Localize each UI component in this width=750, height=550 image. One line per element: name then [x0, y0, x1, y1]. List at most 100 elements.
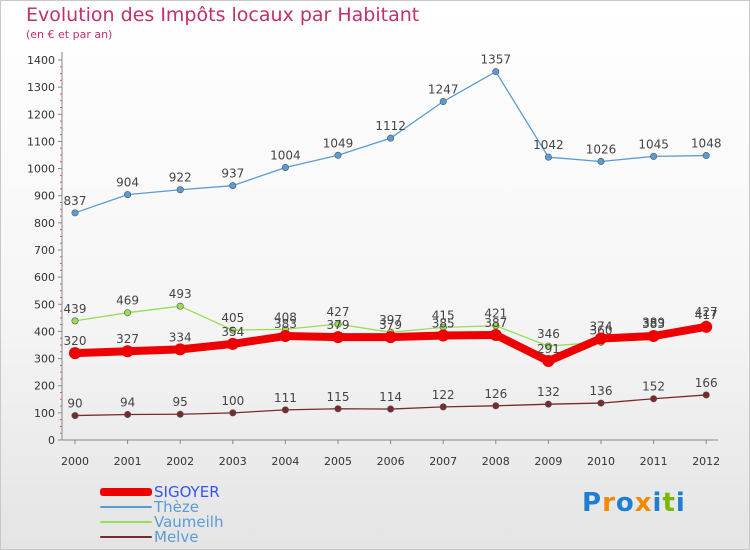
y-tick-label: 1400: [27, 54, 55, 67]
data-point-sigoyer: [489, 328, 502, 341]
data-label-melve: 115: [327, 390, 350, 404]
data-label-vaumeilh: 493: [169, 287, 192, 301]
data-point-melve: [597, 399, 605, 407]
y-tick-label: 1300: [27, 81, 55, 94]
data-label-melve: 166: [695, 376, 718, 390]
proxiti-logo: Proxiti: [582, 488, 686, 518]
x-tick-label: 2002: [166, 455, 194, 468]
data-label-sigoyer: 383: [642, 317, 665, 331]
y-tick-label: 700: [34, 244, 55, 257]
data-point-melve: [439, 403, 447, 411]
data-label-th-ze: 1048: [691, 137, 722, 151]
data-label-sigoyer: 387: [484, 316, 507, 330]
y-tick-label: 500: [34, 298, 55, 311]
data-point-vaumeilh: [71, 317, 79, 325]
logo-letter: i: [675, 488, 686, 518]
y-tick-label: 0: [48, 434, 55, 447]
data-point-melve: [176, 410, 184, 418]
data-point-vaumeilh: [124, 309, 132, 317]
data-label-vaumeilh: 346: [537, 327, 560, 341]
x-tick-label: 2006: [377, 455, 405, 468]
data-label-sigoyer: 417: [695, 308, 718, 322]
data-point-sigoyer: [121, 345, 134, 358]
data-point-melve: [650, 395, 658, 403]
data-label-th-ze: 937: [221, 167, 244, 181]
y-tick-label: 1200: [27, 108, 55, 121]
data-point-th-ze: [544, 153, 552, 161]
x-tick-label: 2003: [219, 455, 247, 468]
data-point-melve: [281, 406, 289, 414]
data-label-melve: 152: [642, 380, 665, 394]
legend-label-melve: Melve: [154, 528, 199, 546]
y-tick-label: 600: [34, 271, 55, 284]
data-label-sigoyer: 383: [274, 317, 297, 331]
logo-letter: t: [662, 488, 676, 518]
data-point-vaumeilh: [334, 320, 342, 328]
data-label-sigoyer: 334: [169, 330, 192, 344]
data-label-th-ze: 1247: [428, 83, 459, 97]
data-point-th-ze: [281, 163, 289, 171]
x-tick-label: 2012: [692, 455, 720, 468]
data-label-th-ze: 904: [116, 176, 139, 190]
x-tick-label: 2009: [534, 455, 562, 468]
x-tick-label: 2010: [587, 455, 615, 468]
logo-letter: x: [634, 488, 653, 518]
data-point-melve: [387, 405, 395, 413]
logo-letter: i: [652, 488, 663, 518]
x-tick-label: 2001: [114, 455, 142, 468]
data-label-vaumeilh: 397: [379, 313, 402, 327]
y-tick-label: 1100: [27, 135, 55, 148]
data-label-melve: 111: [274, 391, 297, 405]
chart-title: Evolution des Impôts locaux par Habitant: [26, 4, 420, 26]
data-label-vaumeilh: 360: [590, 323, 613, 337]
data-label-sigoyer: 354: [221, 325, 244, 339]
x-tick-label: 2005: [324, 455, 352, 468]
data-label-vaumeilh: 439: [64, 302, 87, 316]
data-label-th-ze: 1045: [638, 137, 669, 151]
data-label-sigoyer: 374: [590, 319, 613, 333]
data-label-vaumeilh: 408: [274, 310, 297, 324]
legend-swatch-sigoyer: [100, 488, 152, 496]
data-point-sigoyer: [647, 330, 660, 343]
legend-swatch-vaumeilh: [100, 521, 152, 523]
y-tick-label: 800: [34, 217, 55, 230]
data-label-sigoyer: 379: [327, 318, 350, 332]
data-label-sigoyer: 291: [537, 342, 560, 356]
data-label-th-ze: 837: [64, 194, 87, 208]
data-label-th-ze: 1004: [270, 148, 301, 162]
data-label-sigoyer: 379: [379, 318, 402, 332]
x-tick-label: 2007: [429, 455, 457, 468]
legend-label-vaumeilh: Vaumeilh: [154, 513, 224, 531]
data-label-melve: 94: [120, 395, 135, 409]
data-point-th-ze: [387, 134, 395, 142]
legend-label-th-ze: Thèze: [154, 498, 199, 516]
data-point-th-ze: [229, 182, 237, 190]
legend-label-sigoyer: SIGOYER: [154, 483, 220, 501]
chart-subtitle: (en € et par an): [26, 28, 113, 41]
y-tick-label: 900: [34, 190, 55, 203]
data-label-th-ze: 1049: [323, 136, 354, 150]
data-point-melve: [334, 405, 342, 413]
logo-letter: P: [582, 488, 603, 518]
data-point-melve: [492, 402, 500, 410]
data-point-melve: [71, 412, 79, 420]
data-label-melve: 90: [67, 397, 82, 411]
y-tick-label: 200: [34, 380, 55, 393]
data-label-melve: 95: [173, 395, 188, 409]
data-label-sigoyer: 385: [432, 317, 455, 331]
logo-letter: r: [602, 488, 616, 518]
data-point-sigoyer: [279, 330, 292, 343]
data-point-th-ze: [334, 151, 342, 159]
x-tick-label: 2000: [61, 455, 89, 468]
data-label-melve: 126: [484, 387, 507, 401]
data-point-th-ze: [702, 152, 710, 160]
data-point-sigoyer: [542, 355, 555, 368]
data-label-vaumeilh: 389: [642, 315, 665, 329]
data-point-melve: [702, 391, 710, 399]
x-tick-label: 2004: [271, 455, 299, 468]
legend-swatch-th-ze: [100, 506, 152, 508]
data-point-melve: [544, 400, 552, 408]
data-point-sigoyer: [174, 343, 187, 356]
y-tick-label: 100: [34, 407, 55, 420]
